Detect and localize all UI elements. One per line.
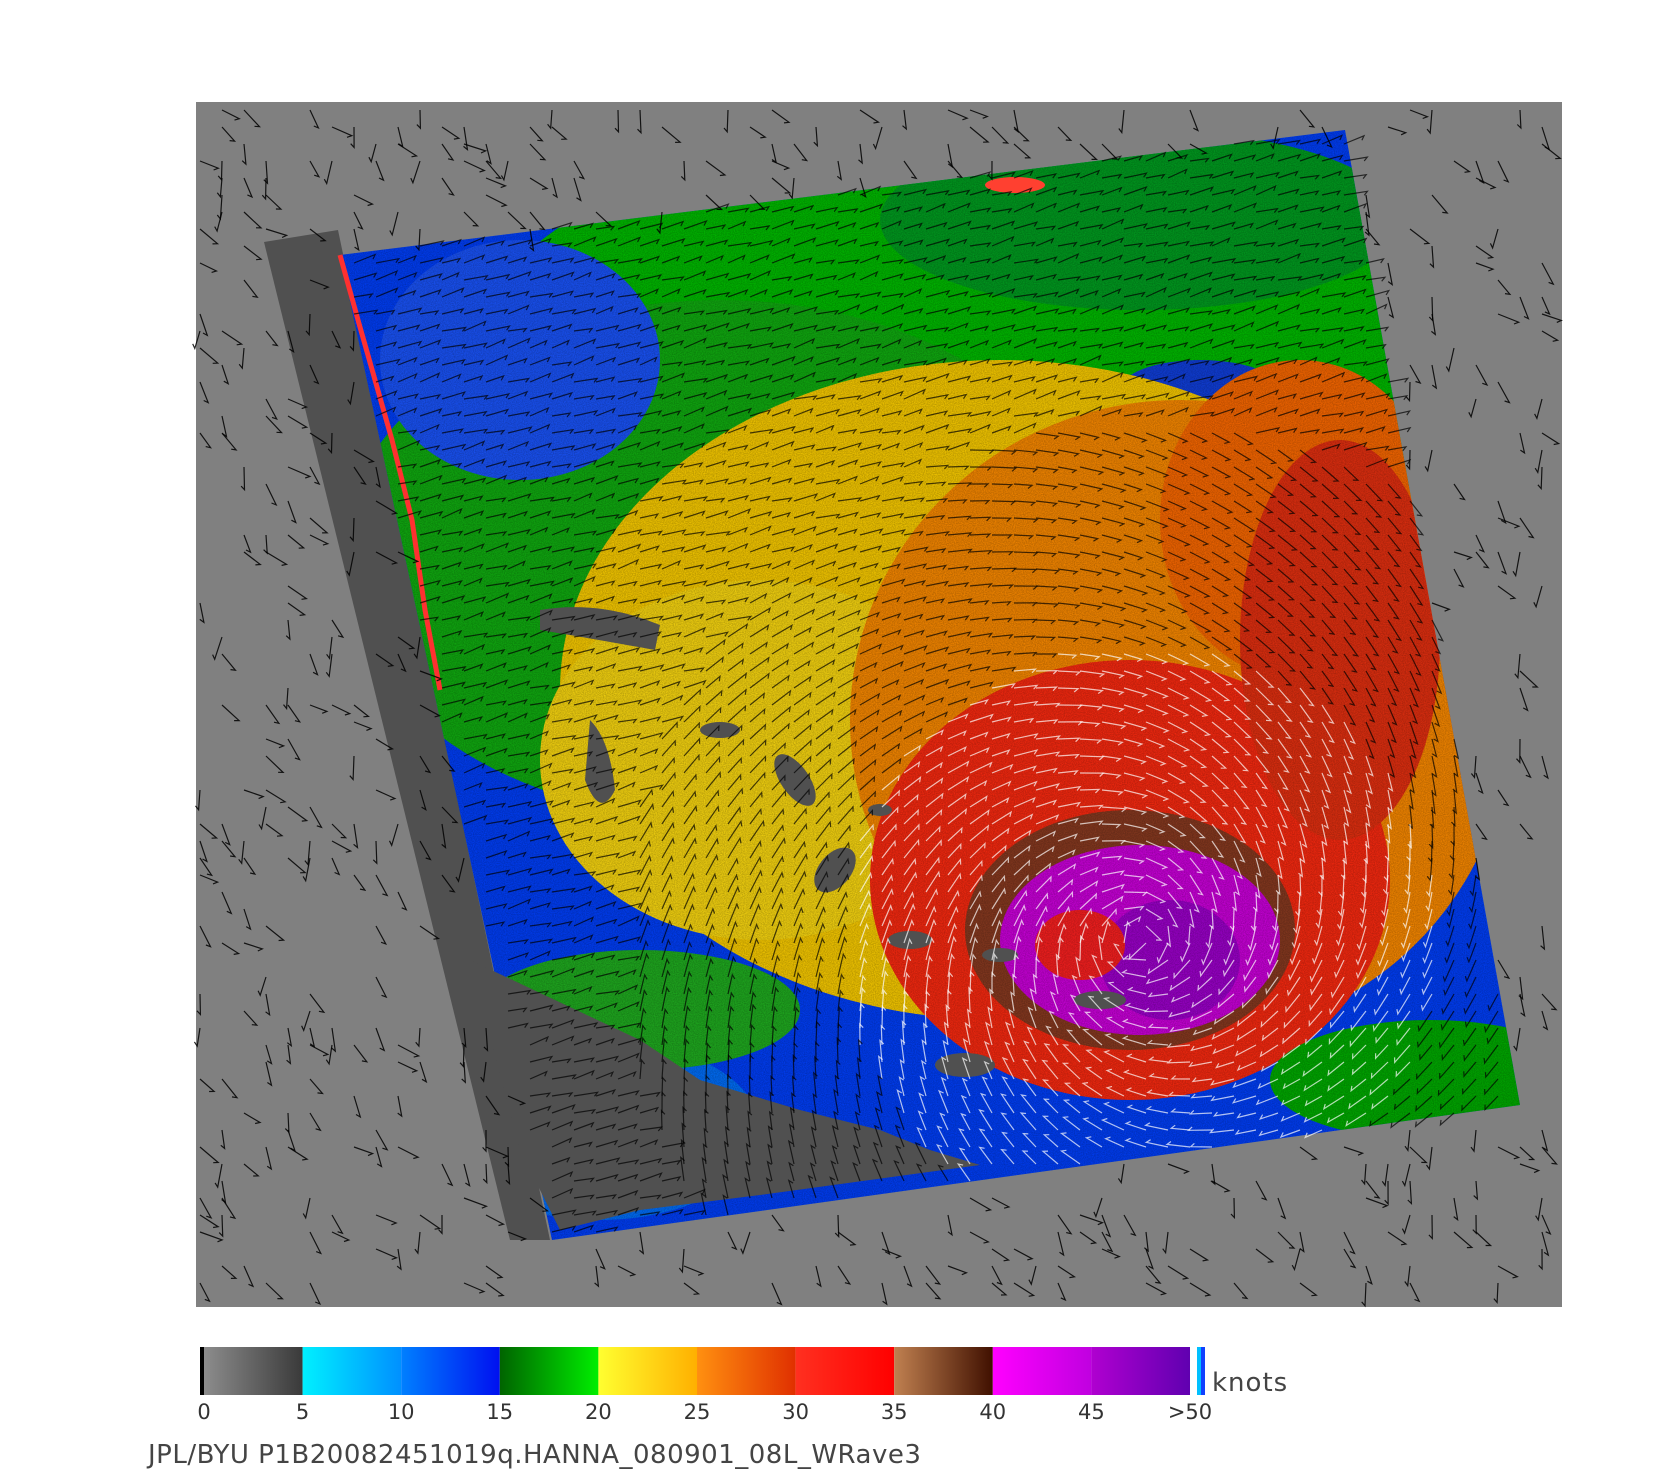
coastline-edge — [337, 254, 443, 691]
colorbar-segment — [992, 1347, 1092, 1395]
colorbar-segment — [1091, 1347, 1190, 1395]
colorbar-tick-label: 30 — [782, 1400, 809, 1424]
colorbar-segment — [499, 1347, 599, 1395]
wind-vectors — [192, 109, 1563, 1308]
image-source-id: JPL/BYU P1B20082451019q.HANNA_080901_08L… — [148, 1440, 922, 1470]
colorbar-segment — [598, 1347, 697, 1395]
colorbar — [204, 1347, 1190, 1395]
colorbar-overflow-cyan — [1197, 1347, 1201, 1395]
colorbar-tick-label: 45 — [1078, 1400, 1105, 1424]
colorbar-overflow-blue — [1201, 1347, 1205, 1395]
colorbar-tick-label: 35 — [880, 1400, 908, 1424]
colorbar-segment — [302, 1347, 402, 1395]
colorbar-tick-label: 25 — [683, 1400, 711, 1424]
colorbar-segment — [204, 1347, 303, 1395]
colorbar-tick-label: 0 — [197, 1400, 211, 1424]
colorbar-segment — [401, 1347, 500, 1395]
colorbar-tick-label: 10 — [387, 1400, 415, 1424]
colorbar-tick-label: 40 — [979, 1400, 1007, 1424]
colorbar-tick-label: 15 — [486, 1400, 514, 1424]
colorbar-segment — [795, 1347, 895, 1395]
colorbar-units: knots — [1212, 1368, 1289, 1398]
colorbar-tick-label: 5 — [295, 1400, 310, 1424]
colorbar-tick-label: >50 — [1167, 1400, 1213, 1424]
colorbar-segment — [697, 1347, 796, 1395]
colorbar-tick-label: 20 — [585, 1400, 612, 1424]
colorbar-cap-black — [200, 1347, 204, 1395]
colorbar-segment — [894, 1347, 993, 1395]
